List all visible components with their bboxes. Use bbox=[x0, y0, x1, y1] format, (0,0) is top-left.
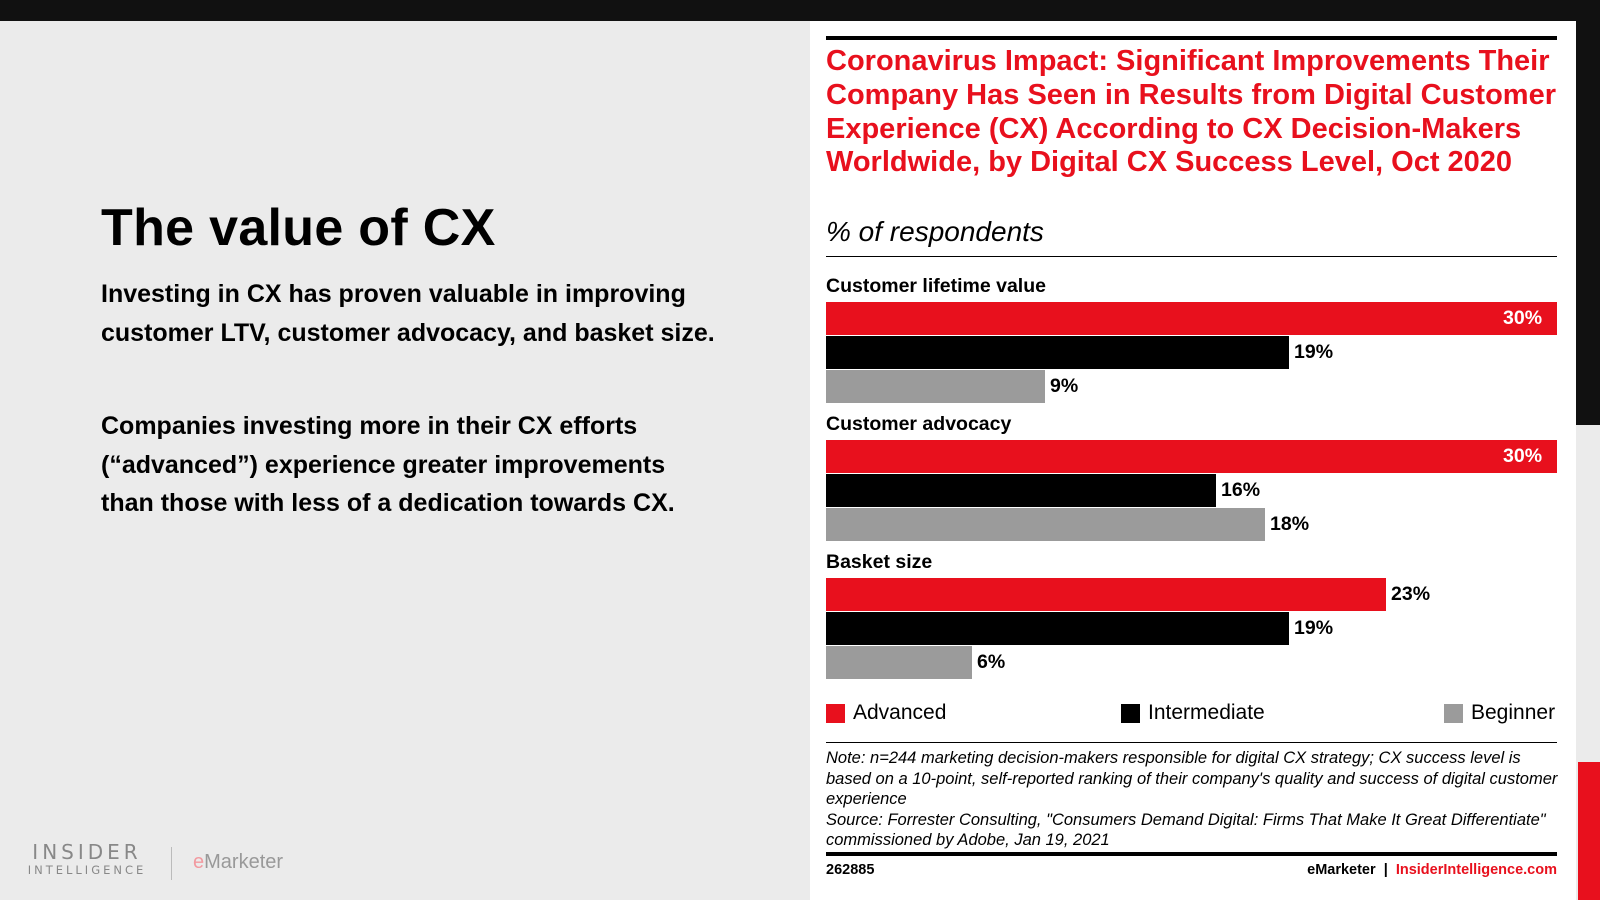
footer-insider-link[interactable]: InsiderIntelligence.com bbox=[1395, 862, 1557, 878]
value-label-advanced-customer-lifetime-value: 30% bbox=[1503, 307, 1543, 329]
footer-brand: eMarketer | InsiderIntelligence.com bbox=[1307, 862, 1557, 878]
chart-id: 262885 bbox=[826, 862, 875, 878]
chart-note: Note: n=244 marketing decision-makers re… bbox=[826, 749, 1558, 808]
value-label-intermediate-customer-advocacy: 16% bbox=[1221, 479, 1261, 501]
bar-intermediate-basket-size bbox=[826, 612, 1289, 645]
footer-emarketer: eMarketer bbox=[1307, 862, 1376, 878]
chart-bottom-rule bbox=[826, 852, 1557, 856]
top-bar bbox=[0, 0, 1600, 21]
value-label-beginner-customer-lifetime-value: 9% bbox=[1050, 375, 1079, 397]
logo-insider-word: INSIDER bbox=[32, 840, 142, 864]
legend-swatch-advanced bbox=[826, 703, 845, 723]
logo-intelligence-word: INTELLIGENCE bbox=[27, 863, 147, 877]
value-label-advanced-basket-size: 23% bbox=[1391, 583, 1431, 605]
logo-divider bbox=[171, 847, 172, 880]
bar-beginner-customer-lifetime-value bbox=[826, 370, 1045, 403]
legend-label-beginner: Beginner bbox=[1471, 701, 1556, 724]
bar-advanced-customer-advocacy bbox=[826, 440, 1557, 473]
bar-intermediate-customer-advocacy bbox=[826, 474, 1216, 507]
legend-label-advanced: Advanced bbox=[853, 701, 947, 724]
emarketer-logo-e: e bbox=[193, 851, 205, 873]
bar-advanced-customer-lifetime-value bbox=[826, 302, 1557, 335]
value-label-advanced-customer-advocacy: 30% bbox=[1503, 445, 1543, 467]
category-label-basket-size: Basket size bbox=[826, 551, 933, 573]
chart-subtitle: % of respondents bbox=[826, 216, 1044, 247]
right-edge-strip-red bbox=[1578, 762, 1600, 900]
bar-beginner-customer-advocacy bbox=[826, 508, 1265, 541]
value-label-intermediate-customer-lifetime-value: 19% bbox=[1294, 341, 1334, 363]
bar-advanced-basket-size bbox=[826, 578, 1386, 611]
right-edge-strip-dark bbox=[1576, 21, 1600, 425]
bar-intermediate-customer-lifetime-value bbox=[826, 336, 1289, 369]
slide-paragraph-1: Investing in CX has proven valuable in i… bbox=[101, 280, 715, 347]
insider-intelligence-logo: INSIDER INTELLIGENCE bbox=[22, 842, 152, 877]
slide-title: The value of CX bbox=[101, 199, 496, 257]
slide-paragraph-2: Companies investing more in their CX eff… bbox=[101, 412, 675, 517]
chart-note-block: Note: n=244 marketing decision-makers re… bbox=[826, 748, 1566, 851]
left-panel bbox=[0, 21, 810, 900]
emarketer-logo-text: Marketer bbox=[204, 851, 284, 873]
legend-swatch-intermediate bbox=[1121, 703, 1140, 723]
category-label-customer-advocacy: Customer advocacy bbox=[826, 413, 1012, 435]
emarketer-logo: eMarketer bbox=[193, 851, 283, 874]
chart-title: Coronavirus Impact: Significant Improvem… bbox=[826, 45, 1556, 179]
legend-swatch-beginner bbox=[1444, 703, 1463, 723]
legend-item-advanced: Advanced bbox=[826, 701, 947, 724]
legend-label-intermediate: Intermediate bbox=[1148, 701, 1265, 724]
category-label-customer-lifetime-value: Customer lifetime value bbox=[826, 275, 1046, 297]
footer-separator: | bbox=[1383, 862, 1388, 878]
legend-item-intermediate: Intermediate bbox=[1121, 701, 1265, 724]
note-rule bbox=[826, 742, 1557, 743]
chart-top-rule bbox=[826, 36, 1557, 40]
value-label-beginner-customer-advocacy: 18% bbox=[1270, 513, 1310, 535]
value-label-intermediate-basket-size: 19% bbox=[1294, 617, 1334, 639]
chart-subtitle-rule bbox=[826, 256, 1557, 257]
value-label-beginner-basket-size: 6% bbox=[977, 651, 1006, 673]
bar-beginner-basket-size bbox=[826, 646, 972, 679]
chart-source: Source: Forrester Consulting, "Consumers… bbox=[826, 810, 1546, 850]
legend-item-beginner: Beginner bbox=[1444, 701, 1556, 724]
